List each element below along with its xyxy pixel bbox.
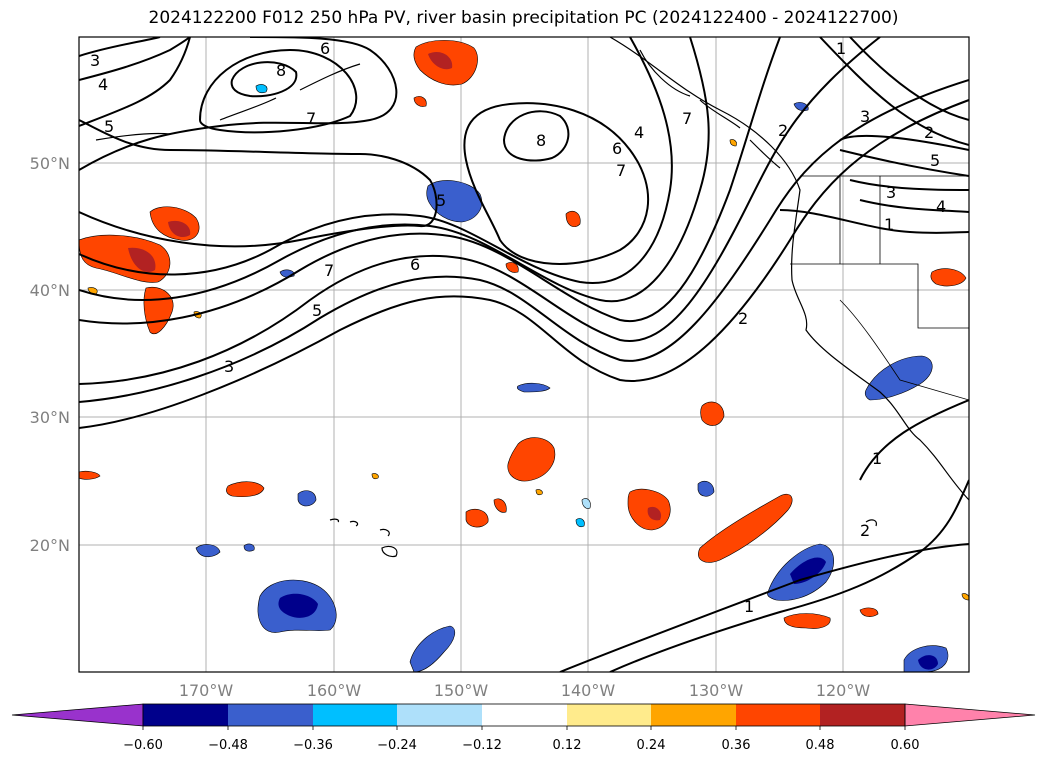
contour-label: 5 [104,117,114,136]
contour-label: 4 [634,123,644,142]
contour-label: 2 [738,309,748,328]
contour-label: 3 [90,51,100,70]
colorbar-segment [736,704,820,726]
contour-label: 6 [320,39,330,58]
map-title: 2024122200 F012 250 hPa PV, river basin … [148,8,899,28]
colorbar: −0.60 −0.48 −0.36 −0.24 −0.12 0.12 0.24 … [11,703,1036,753]
contour-label: 3 [886,183,896,202]
colorbar-outline [142,703,906,727]
colorbar-segment [567,704,651,726]
contour-label: 1 [872,449,882,468]
contour-label: 3 [224,357,234,376]
colorbar-segment [143,704,228,726]
colorbar-segment [482,704,567,726]
lon-label: 170°W [179,681,234,700]
lat-label: 20°N [30,536,70,555]
contour-label: 3 [860,107,870,126]
contour-label-group: 3 4 5 6 8 7 8 6 7 4 7 1 2 3 5 4 3 1 2 5 … [90,39,946,616]
contour-label: 1 [884,215,894,234]
contour-label: 1 [836,39,846,58]
political-borders [790,175,969,401]
contour-label: 4 [936,197,946,216]
contour-label: 2 [860,521,870,540]
graticule [79,37,969,672]
contour-label: 8 [276,61,286,80]
contour-label: 7 [616,161,626,180]
contour-label: 5 [312,301,322,320]
colorbar-tick-label: −0.60 [123,738,163,753]
contour-label: 6 [410,255,420,274]
colorbar-tick-label: −0.36 [293,738,333,753]
latitude-axis: 50°N 40°N 30°N 20°N [30,154,70,555]
colorbar-tick-label: 0.12 [553,738,582,753]
contour-label: 7 [306,109,316,128]
lon-label: 140°W [561,681,616,700]
contour-label: 8 [536,131,546,150]
contour-label: 6 [612,139,622,158]
colorbar-tick-label: −0.12 [462,738,502,753]
colorbar-segment [820,704,905,726]
positive-precip-regions [79,40,969,629]
lat-label: 40°N [30,281,70,300]
lat-label: 30°N [30,408,70,427]
coastlines [95,37,969,558]
lat-label: 50°N [30,154,70,173]
lon-label: 130°W [689,681,744,700]
map-frame [78,36,970,673]
contour-label: 7 [324,261,334,280]
contour-label: 4 [98,75,108,94]
colorbar-tick-label: −0.48 [208,738,248,753]
colorbar-tick-label: −0.24 [377,738,417,753]
pv-contours [79,37,969,672]
colorbar-extend-low [11,703,144,727]
longitude-axis: 170°W 160°W 150°W 140°W 130°W 120°W [179,681,871,700]
lon-label: 150°W [434,681,489,700]
colorbar-segment [397,704,482,726]
contour-label: 7 [682,109,692,128]
colorbar-extend-high [904,703,1036,727]
contour-label: 1 [744,597,754,616]
contour-label: 2 [778,121,788,140]
lon-label: 160°W [307,681,362,700]
colorbar-segment [313,704,397,726]
colorbar-tick-label: 0.48 [806,738,835,753]
colorbar-segment [228,704,313,726]
contour-label: 2 [924,123,934,142]
colorbar-tick-label: 0.24 [637,738,666,753]
colorbar-segment [651,704,736,726]
colorbar-tick-label: 0.60 [891,738,920,753]
colorbar-tick-label: 0.36 [722,738,751,753]
contour-label: 5 [930,151,940,170]
lon-label: 120°W [816,681,871,700]
contour-label: 5 [436,191,446,210]
map-panel [79,37,969,672]
